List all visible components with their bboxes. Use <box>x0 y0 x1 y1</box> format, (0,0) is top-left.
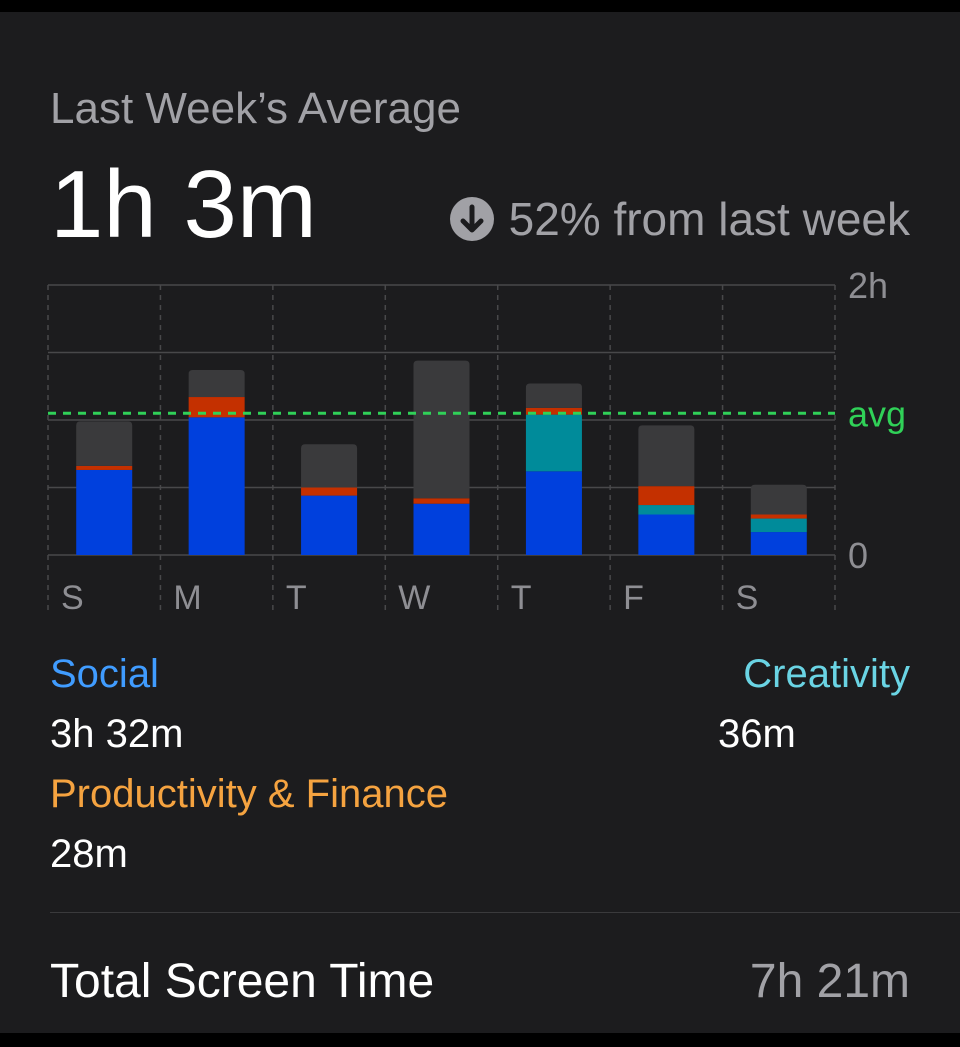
bar-segment-other <box>301 444 358 488</box>
x-tick-label: S <box>61 579 84 617</box>
bar-segment-other <box>525 383 582 408</box>
divider <box>50 912 960 913</box>
bar-segment-creativity <box>525 414 582 472</box>
bar-stack-6 <box>750 484 807 555</box>
bar-segment-productivity-finance <box>750 514 807 519</box>
bar-segment-creativity <box>750 518 807 533</box>
bar-segment-social <box>76 469 133 555</box>
average-value: 1h 3m <box>50 151 317 258</box>
weekly-chart[interactable]: 2h avg 0 S M T W T F S <box>0 272 960 622</box>
bar-segment-other <box>188 370 245 398</box>
legend-creativity-value: 36m <box>718 712 796 756</box>
x-tick-label: F <box>623 579 644 617</box>
bar-segment-creativity <box>638 505 695 515</box>
screen-time-card: Last Week’s Average 1h 3m 52% from last … <box>0 12 960 1033</box>
bar-segment-productivity-finance <box>638 486 695 506</box>
legend-productivity-value: 28m <box>50 832 128 876</box>
legend-social-label[interactable]: Social <box>50 652 159 696</box>
x-tick-label: T <box>286 579 307 617</box>
change-text: 52% from last week <box>508 193 910 245</box>
bar-segment-productivity-finance <box>301 487 358 496</box>
chart-bars <box>76 360 807 555</box>
x-tick-label: S <box>736 579 759 617</box>
bar-segment-social <box>413 503 470 555</box>
bar-stack-4 <box>525 383 582 555</box>
bar-stack-0 <box>76 421 133 555</box>
y-tick-label: 0 <box>848 535 868 576</box>
arrow-down-circle-icon <box>449 196 495 242</box>
x-tick-label: W <box>398 579 430 617</box>
total-screen-time-value: 7h 21m <box>749 955 910 1008</box>
bar-segment-social <box>525 471 582 555</box>
bar-stack-5 <box>638 425 695 555</box>
card-title: Last Week’s Average <box>50 84 461 133</box>
bar-stack-1 <box>188 370 245 555</box>
x-tick-label: T <box>511 579 532 617</box>
bar-segment-productivity-finance <box>413 498 470 504</box>
bar-segment-other <box>638 425 695 487</box>
legend-productivity-label[interactable]: Productivity & Finance <box>50 772 448 816</box>
bar-segment-productivity-finance <box>76 465 133 470</box>
bar-segment-other <box>750 484 807 515</box>
y-tick-label: 2h <box>848 272 888 306</box>
chart-svg: 2h avg 0 S M T W T F S <box>47 272 906 617</box>
chart-labels: 2h avg 0 S M T W T F S <box>61 272 906 617</box>
x-tick-label: M <box>173 579 201 617</box>
total-screen-time-label[interactable]: Total Screen Time <box>50 955 435 1008</box>
legend-creativity-label[interactable]: Creativity <box>743 652 910 696</box>
legend-social-value: 3h 32m <box>50 712 184 756</box>
bar-segment-social <box>301 495 358 555</box>
bar-segment-other <box>413 360 470 499</box>
y-tick-label: avg <box>848 393 906 434</box>
change-indicator: 52% from last week <box>449 192 910 246</box>
bar-segment-productivity-finance <box>525 407 582 415</box>
bar-segment-social <box>188 417 245 555</box>
bar-stack-2 <box>301 444 358 555</box>
bar-segment-social <box>750 532 807 555</box>
bar-stack-3 <box>413 360 470 555</box>
bar-segment-other <box>76 421 133 466</box>
bar-segment-social <box>638 514 695 555</box>
